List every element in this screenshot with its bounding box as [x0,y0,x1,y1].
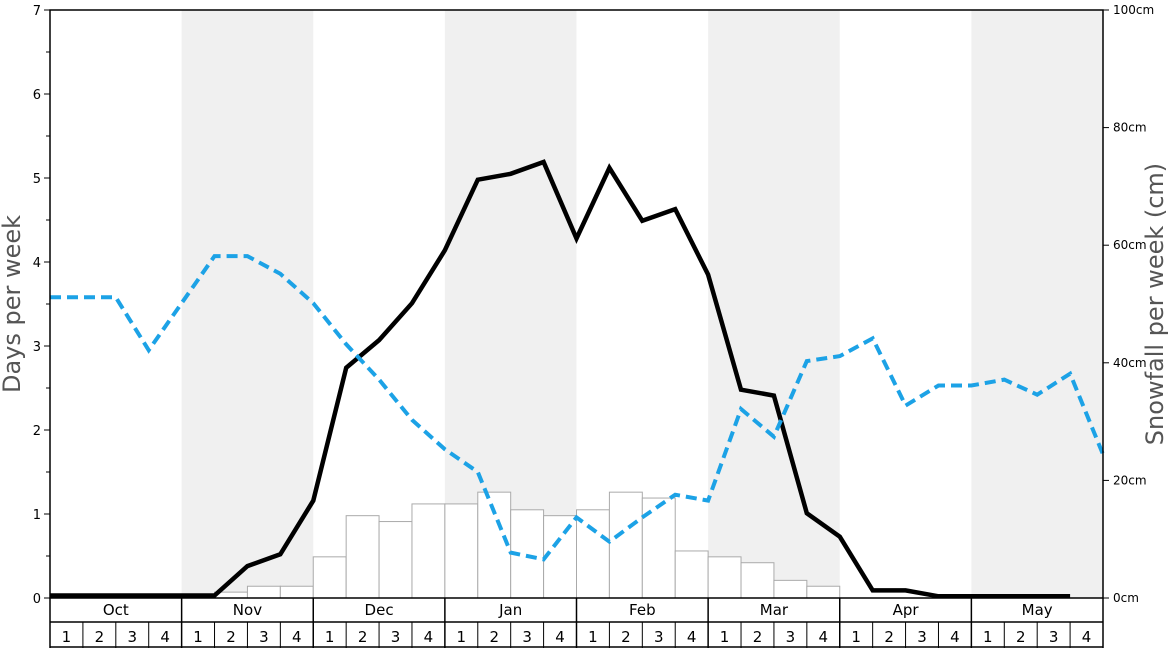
snowfall-bar [411,503,446,599]
right-axis: 0cm 20cm 40cm 60cm 80cm 100cm [1103,3,1154,605]
week-label: 1 [588,628,598,646]
solid-days-line [50,159,1071,599]
right-tick-label: 60cm [1113,238,1147,252]
right-tick-label: 80cm [1113,121,1147,135]
snowfall-bar [608,491,643,599]
week-label: 4 [687,628,697,646]
week-label: 3 [522,628,532,646]
bottom-axis: Oct 1 2 3 4 Nov 1 2 3 4 Dec 1 2 3 4 Jan 1 2 3 4 Feb 1 2 3 4 Mar 1 2… [49,598,1104,648]
week-label: 1 [62,628,72,646]
week-label: 3 [391,628,401,646]
left-tick-label: 5 [33,172,41,187]
snowfall-bar [312,556,347,599]
month-shading [181,10,1103,598]
snowfall-bar [740,562,775,599]
left-tick-label: 3 [33,340,41,355]
dashed-days-line [50,254,1105,562]
snowfall-bar [345,515,380,599]
week-label: 1 [457,628,467,646]
month-label-dec: Dec [365,601,394,619]
snowfall-bar [707,556,742,599]
week-label: 4 [819,628,829,646]
right-tick-label: 100cm [1113,3,1154,17]
left-tick-label: 2 [33,424,41,439]
shaded-month-mar [708,10,840,598]
month-label-oct: Oct [103,601,129,619]
week-label: 3 [654,628,664,646]
month-label-nov: Nov [233,601,262,619]
left-axis: 0 1 2 3 4 5 6 7 [33,4,50,607]
week-label: 2 [753,628,763,646]
week-label: 2 [95,628,105,646]
snowfall-bar [576,509,610,599]
week-label: 4 [424,628,434,646]
week-label: 3 [917,628,927,646]
snowfall-bar [444,503,479,599]
month-label-may: May [1022,601,1053,619]
week-label: 4 [160,628,170,646]
week-label: 1 [325,628,335,646]
week-label: 4 [1082,628,1092,646]
snowfall-bar [378,521,413,599]
week-label: 2 [358,628,368,646]
right-tick-label: 40cm [1113,356,1147,370]
week-label: 1 [851,628,861,646]
week-label: 3 [1049,628,1059,646]
snowfall-bar [543,515,577,599]
week-label: 2 [489,628,499,646]
week-label: 2 [226,628,236,646]
right-axis-title: Snowfall per week (cm) [1141,163,1168,445]
left-tick-label: 6 [33,88,41,103]
day-lines [50,159,1105,599]
week-label: 4 [950,628,960,646]
week-label: 4 [555,628,565,646]
week-label: 2 [1016,628,1026,646]
month-label-jan: Jan [498,601,522,619]
week-label: 3 [786,628,796,646]
snowfall-bar [806,585,841,599]
snowfall-bars [214,491,841,599]
week-label: 1 [720,628,730,646]
left-tick-label: 0 [33,592,41,607]
snowfall-bar [246,585,281,599]
snowfall-bar [674,550,709,599]
left-axis-title: Days per week [0,215,26,393]
month-label-mar: Mar [760,601,789,619]
left-tick-label: 7 [33,4,41,19]
snowfall-bar [773,579,808,599]
month-label-feb: Feb [629,601,656,619]
week-label: 4 [292,628,302,646]
week-label: 3 [127,628,137,646]
week-label: 1 [193,628,203,646]
shaded-month-nov [181,10,314,598]
right-tick-label: 20cm [1113,473,1147,487]
week-label: 3 [259,628,269,646]
month-label-apr: Apr [893,601,920,619]
snowfall-bar [279,585,314,599]
shaded-month-may [971,10,1103,598]
week-label: 1 [983,628,993,646]
left-tick-label: 4 [33,256,41,271]
right-tick-label: 0cm [1113,591,1139,605]
left-tick-label: 1 [33,508,41,523]
week-label: 2 [884,628,894,646]
week-label: 2 [621,628,631,646]
